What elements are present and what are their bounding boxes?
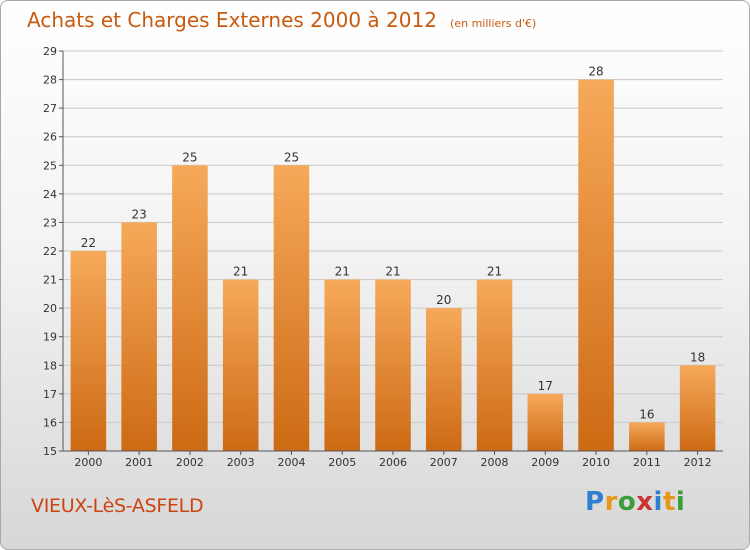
- data-label: 21: [487, 265, 502, 279]
- data-label: 25: [284, 150, 299, 164]
- proxiti-logo: Proxiti: [585, 487, 685, 517]
- bar: [629, 422, 665, 451]
- x-tick-label: 2003: [227, 456, 255, 469]
- bar: [679, 365, 716, 451]
- y-tick-label: 27: [43, 102, 57, 115]
- y-tick-label: 16: [43, 416, 57, 429]
- data-label: 22: [81, 236, 96, 250]
- y-tick-label: 24: [43, 188, 57, 201]
- bar: [324, 279, 360, 451]
- x-tick-label: 2010: [582, 456, 610, 469]
- y-tick-label: 26: [43, 131, 57, 144]
- data-label: 18: [690, 350, 705, 364]
- y-tick-label: 17: [43, 388, 57, 401]
- y-tick-label: 15: [43, 445, 57, 458]
- data-label: 23: [132, 207, 147, 221]
- logo-letter: o: [617, 487, 637, 517]
- chart-title: Achats et Charges Externes 2000 à 2012: [27, 8, 437, 32]
- bar: [375, 279, 411, 451]
- bar: [222, 279, 259, 451]
- logo-letter: x: [636, 487, 654, 517]
- bar: [578, 79, 614, 452]
- logo-letter: P: [585, 487, 605, 517]
- y-tick-label: 18: [43, 359, 57, 372]
- x-tick-label: 2000: [74, 456, 102, 469]
- y-tick-label: 28: [43, 74, 57, 87]
- data-label: 17: [538, 379, 553, 393]
- x-tick-label: 2009: [531, 456, 559, 469]
- x-tick-label: 2004: [277, 456, 305, 469]
- commune-name: VIEUX-LèS-ASFELD: [31, 495, 204, 517]
- x-tick-label: 2006: [379, 456, 407, 469]
- logo-letter: r: [604, 487, 618, 517]
- data-label: 20: [436, 293, 451, 307]
- y-tick-label: 19: [43, 331, 57, 344]
- x-tick-label: 2007: [430, 456, 458, 469]
- x-tick-label: 2002: [176, 456, 204, 469]
- data-label: 28: [588, 65, 603, 79]
- bar: [121, 222, 157, 451]
- y-tick-label: 25: [43, 159, 57, 172]
- bar: [172, 165, 208, 452]
- bar: [426, 308, 462, 451]
- x-tick-label: 2012: [684, 456, 712, 469]
- data-label: 21: [233, 265, 248, 279]
- bar: [273, 165, 310, 452]
- data-label: 16: [639, 407, 654, 421]
- bar: [476, 279, 513, 451]
- y-tick-label: 21: [43, 274, 57, 287]
- logo-letter: t: [662, 487, 676, 517]
- y-tick-label: 29: [43, 45, 57, 58]
- x-tick-label: 2011: [633, 456, 661, 469]
- x-tick-label: 2005: [328, 456, 356, 469]
- logo-letter: i: [675, 487, 686, 517]
- chart-subtitle: (en milliers d'€): [450, 17, 537, 30]
- logo-letter: i: [653, 487, 663, 517]
- x-tick-label: 2008: [481, 456, 509, 469]
- bar: [527, 393, 564, 451]
- y-tick-label: 23: [43, 216, 57, 229]
- y-tick-label: 20: [43, 302, 57, 315]
- data-label: 21: [335, 265, 350, 279]
- bar: [70, 251, 107, 451]
- data-label: 25: [182, 150, 197, 164]
- data-label: 21: [385, 265, 400, 279]
- x-tick-label: 2001: [125, 456, 153, 469]
- y-tick-label: 22: [43, 245, 57, 258]
- title-row: Achats et Charges Externes 2000 à 2012 (…: [27, 8, 536, 32]
